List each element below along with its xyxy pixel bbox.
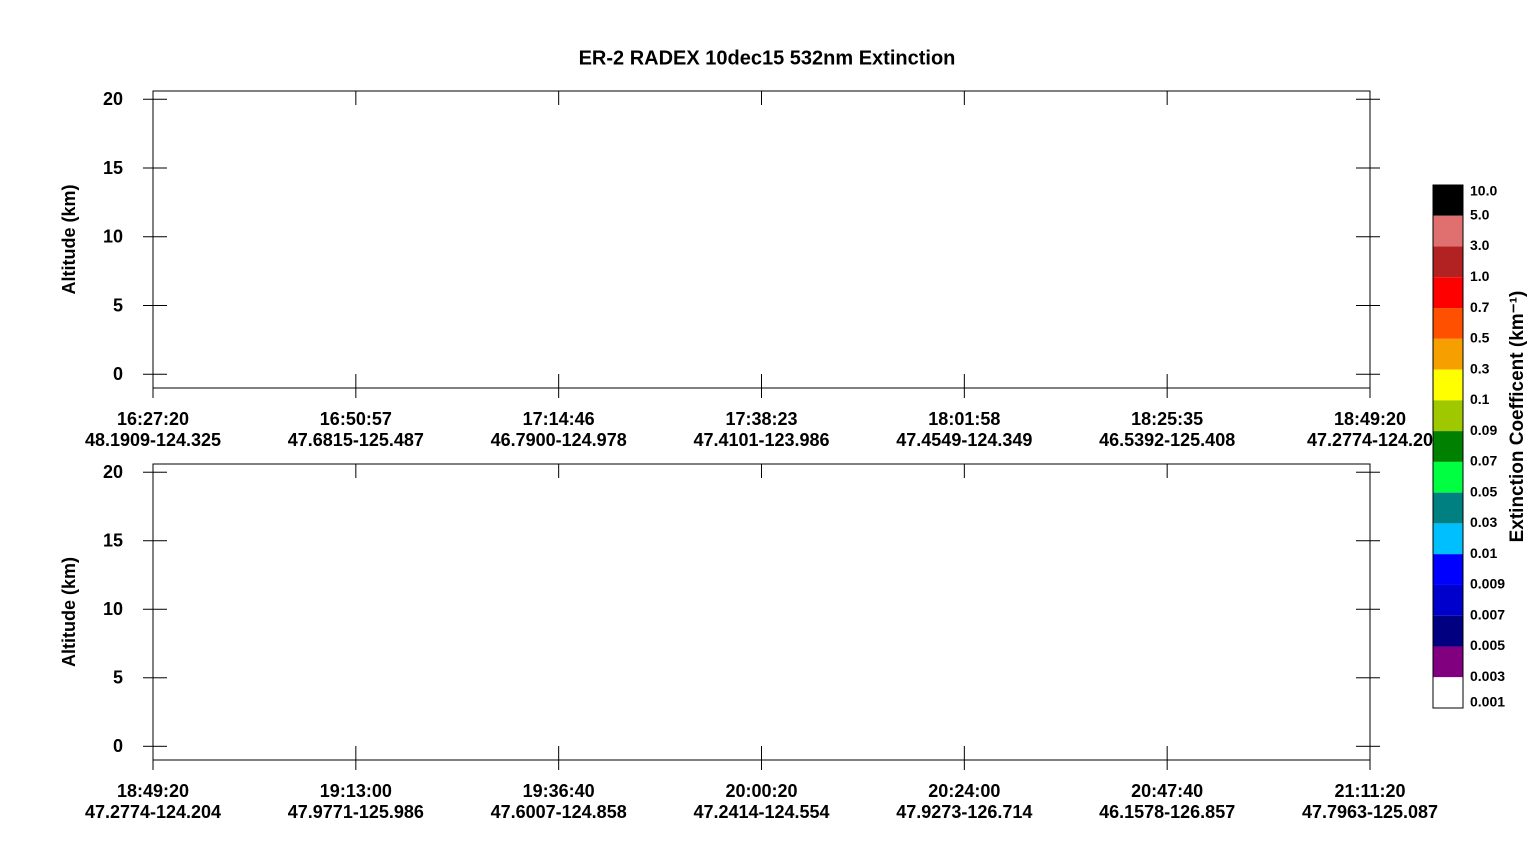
x-tick-label: 17:38:23 <box>725 409 797 429</box>
x-tick-label: 19:13:00 <box>320 781 392 801</box>
y-tick-label: 15 <box>103 158 123 178</box>
y-tick-label: 0 <box>113 364 123 384</box>
colorbar-tick-label: 3.0 <box>1470 237 1490 253</box>
x-tick-label: 18:49:20 <box>1334 409 1406 429</box>
y-tick-label: 5 <box>113 668 123 688</box>
x-location-label: 47.4549-124.349 <box>896 430 1032 450</box>
x-location-label: 48.1909-124.325 <box>85 430 221 450</box>
color-swatch <box>1433 492 1463 524</box>
x-tick-label: 18:01:58 <box>928 409 1000 429</box>
color-swatch <box>1433 677 1463 708</box>
y-tick-label: 5 <box>113 295 123 315</box>
x-location-label: 47.4101-123.986 <box>693 430 829 450</box>
color-swatch <box>1433 523 1463 555</box>
colorbar-tick-label: 5.0 <box>1470 206 1490 222</box>
plot-frame <box>152 463 1371 761</box>
colorbar-tick-label: 10.0 <box>1470 183 1497 199</box>
x-tick-label: 17:14:46 <box>523 409 595 429</box>
color-swatch <box>1433 308 1463 339</box>
x-location-label: 47.9771-125.986 <box>288 802 424 822</box>
color-swatch <box>1433 431 1463 462</box>
x-tick-label: 20:47:40 <box>1131 781 1203 801</box>
color-swatch <box>1433 369 1463 401</box>
colorbar-tick-label: 0.7 <box>1470 299 1490 315</box>
y-axis-label: Altitude (km) <box>59 557 79 667</box>
x-location-label: 47.9273-126.714 <box>896 802 1032 822</box>
colorbar-frame <box>1432 184 1464 709</box>
x-location-label: 47.2774-124.20 <box>1307 430 1433 450</box>
color-swatch <box>1433 554 1463 585</box>
color-swatch <box>1433 338 1463 370</box>
x-location-label: 47.6815-125.487 <box>288 430 424 450</box>
x-location-label: 47.2774-124.204 <box>85 802 221 822</box>
x-location-label: 46.1578-126.857 <box>1099 802 1235 822</box>
color-swatch <box>1433 185 1463 216</box>
x-tick-label: 18:49:20 <box>117 781 189 801</box>
x-location-label: 47.7963-125.087 <box>1302 802 1438 822</box>
color-swatch <box>1433 215 1463 247</box>
color-swatch <box>1433 400 1463 432</box>
colorbar-tick-label: 0.09 <box>1470 422 1497 438</box>
colorbar-tick-label: 0.009 <box>1470 576 1505 592</box>
color-swatch <box>1433 246 1463 278</box>
y-axis-label: Altitude (km) <box>59 184 79 294</box>
x-tick-label: 16:27:20 <box>117 409 189 429</box>
y-tick-label: 15 <box>103 530 123 550</box>
colorbar-tick-label: 0.03 <box>1470 514 1497 530</box>
plot-frame <box>152 90 1371 389</box>
color-swatch <box>1433 615 1463 647</box>
color-swatch <box>1433 461 1463 493</box>
colorbar-tick-label: 0.05 <box>1470 483 1497 499</box>
x-location-label: 46.5392-125.408 <box>1099 430 1235 450</box>
x-tick-label: 19:36:40 <box>523 781 595 801</box>
colorbar-tick-label: 0.5 <box>1470 330 1490 346</box>
colorbar-tick-label: 1.0 <box>1470 268 1490 284</box>
x-tick-label: 18:25:35 <box>1131 409 1203 429</box>
color-swatch <box>1433 584 1463 616</box>
colorbar-tick-label: 0.1 <box>1470 391 1490 407</box>
colorbar-tick-label: 0.007 <box>1470 606 1505 622</box>
x-location-label: 46.7900-124.978 <box>491 430 627 450</box>
x-location-label: 47.2414-124.554 <box>693 802 829 822</box>
chart-title: ER-2 RADEX 10dec15 532nm Extinction <box>579 47 956 69</box>
y-tick-label: 0 <box>113 736 123 756</box>
colorbar-tick-label: 0.3 <box>1470 360 1490 376</box>
x-tick-label: 20:00:20 <box>725 781 797 801</box>
x-tick-label: 21:11:20 <box>1334 781 1405 801</box>
colorbar-tick-label: 0.005 <box>1470 637 1505 653</box>
y-tick-label: 10 <box>103 227 123 247</box>
colorbar-tick-label: 0.001 <box>1470 694 1505 710</box>
y-tick-label: 20 <box>103 89 123 109</box>
color-swatch <box>1433 646 1463 678</box>
y-tick-label: 20 <box>103 462 123 482</box>
y-tick-label: 10 <box>103 599 123 619</box>
color-swatch <box>1433 277 1463 309</box>
colorbar-tick-label: 0.07 <box>1470 453 1497 469</box>
x-tick-label: 16:50:57 <box>320 409 392 429</box>
colorbar-tick-label: 0.01 <box>1470 545 1497 561</box>
x-location-label: 47.6007-124.858 <box>491 802 627 822</box>
colorbar-tick-label: 0.003 <box>1470 668 1505 684</box>
colorbar-title: Extinction Coefficent (km⁻¹) <box>1507 291 1528 543</box>
x-tick-label: 20:24:00 <box>928 781 1000 801</box>
